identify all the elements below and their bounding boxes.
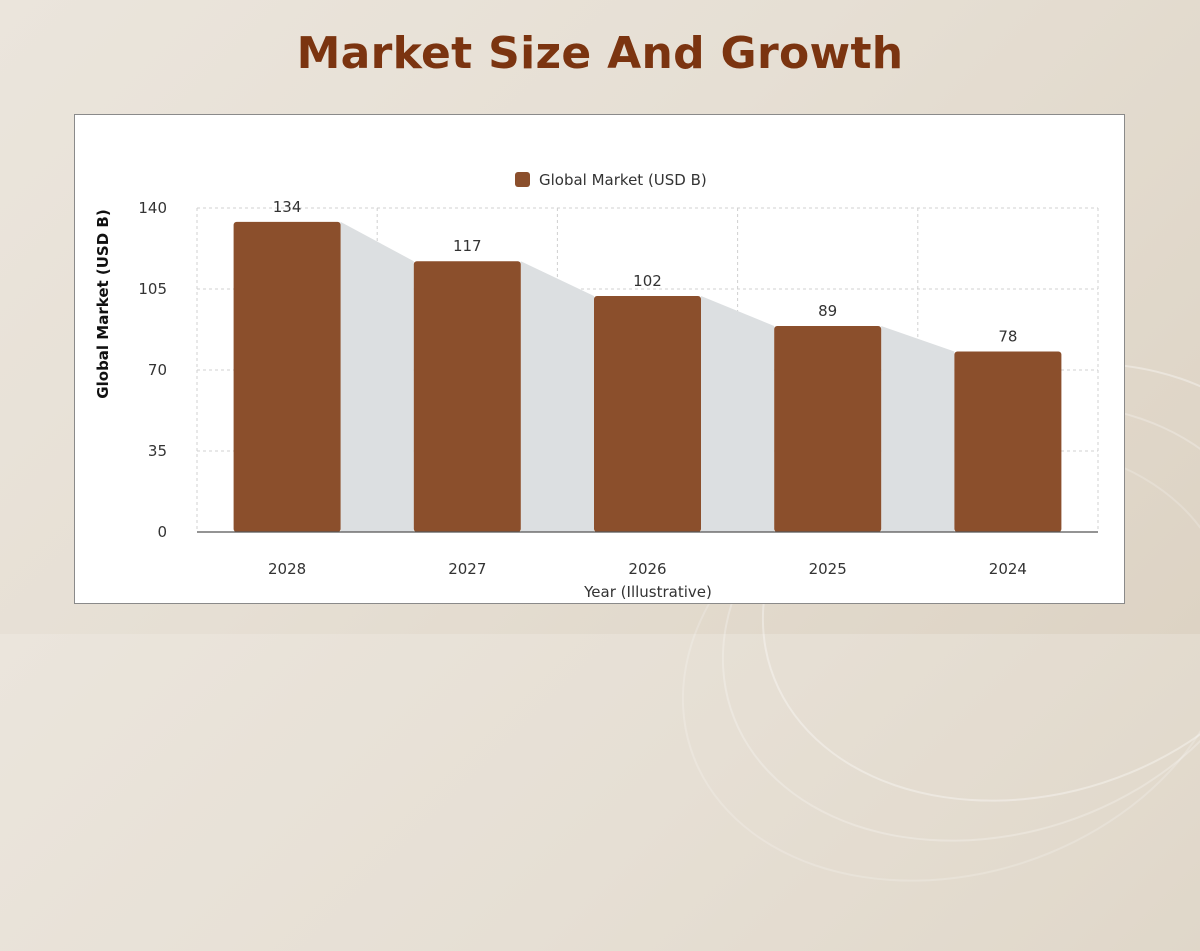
bar-2025 <box>774 326 882 532</box>
area-fill-segment <box>520 261 594 532</box>
bar-2024 <box>954 351 1062 532</box>
x-tick-label: 2025 <box>809 560 847 578</box>
y-tick-label: 0 <box>157 523 167 541</box>
data-label: 89 <box>818 302 837 320</box>
y-tick-label: 70 <box>148 361 167 379</box>
y-tick-label: 140 <box>138 199 167 217</box>
legend: Global Market (USD B) <box>515 171 707 189</box>
area-fill-segment <box>701 295 775 532</box>
area-fill-segment <box>881 326 955 532</box>
y-tick-label: 35 <box>148 442 167 460</box>
y-tick-label: 105 <box>138 280 167 298</box>
bar-2026 <box>594 295 701 532</box>
data-label: 134 <box>273 198 302 216</box>
chart-card: 0 35 70 105 140 134 2028 117 2027 102 2026 89 2025 7… <box>74 114 1125 604</box>
bar-2028 <box>233 221 341 532</box>
bar-chart: 0 35 70 105 140 134 2028 117 2027 102 2026 89 2025 7… <box>94 171 1099 601</box>
legend-label: Global Market (USD B) <box>539 171 707 189</box>
area-layer <box>340 221 955 532</box>
label-layer: 134 2028 117 2027 102 2026 89 2025 78 2024 <box>268 198 1027 578</box>
page-title: Market Size And Growth <box>296 28 904 79</box>
y-axis-label: Global Market (USD B) <box>94 209 112 398</box>
x-tick-label: 2027 <box>448 560 486 578</box>
data-label: 78 <box>998 327 1017 345</box>
x-tick-label: 2026 <box>628 560 666 578</box>
data-label: 117 <box>453 237 482 255</box>
area-fill-segment <box>340 221 414 532</box>
data-label: 102 <box>633 272 662 290</box>
bar-layer <box>233 221 1062 532</box>
x-tick-label: 2024 <box>989 560 1027 578</box>
legend-swatch <box>515 172 530 187</box>
x-axis-label: Year (Illustrative) <box>583 583 712 601</box>
bar-2027 <box>413 261 521 532</box>
x-tick-label: 2028 <box>268 560 306 578</box>
